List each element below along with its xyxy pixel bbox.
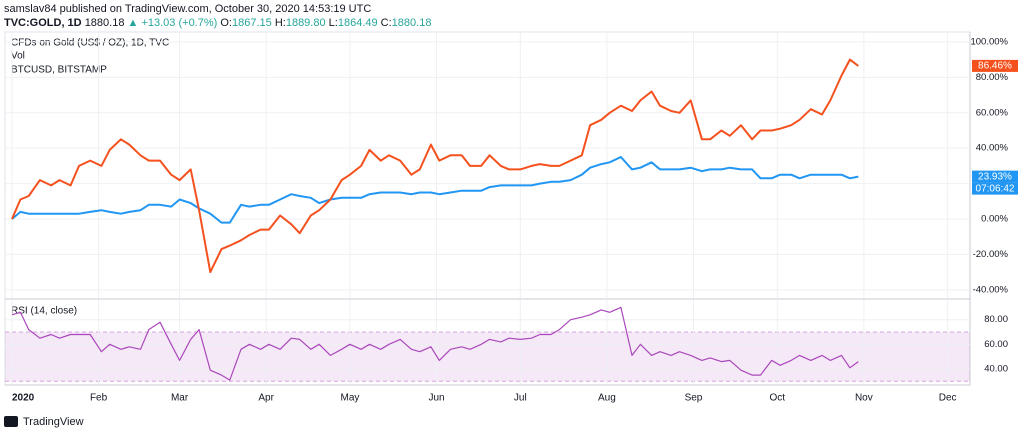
x-tick-label: Dec [939,393,957,404]
ohlc-label: L: [328,17,338,29]
ohlc-value: 1880.18 [391,17,432,29]
x-tick-label: May [340,393,359,404]
series-line [11,306,859,381]
x-tick-label: Jun [428,393,444,404]
countdown-label: 07:06:42 [976,183,1015,194]
x-tick-label: Aug [598,393,616,404]
series-line [11,156,859,224]
countdown-badge [972,182,1018,195]
legend-btc: BTCUSD, BITSTAMP [11,65,107,76]
legend-vol: Vol [11,51,25,62]
y-tick-label: 80.00% [976,72,1009,83]
last-value-label: 23.93% [978,171,1012,182]
y-tick-label: 80.00 [984,314,1008,325]
x-tick-label: Feb [90,393,108,404]
publisher: samslav84 published on TradingView.com, … [4,3,372,15]
symbol: TVC:GOLD, 1D [4,17,82,29]
tradingview-logo: TradingView [4,416,84,428]
x-tick-label: Mar [171,393,189,404]
series-line [11,58,859,274]
ohlc-label: H: [274,17,286,29]
ohlc-label: O: [220,17,232,29]
change-arrow: ▲ [127,17,139,29]
y-tick-label: -20.00% [973,249,1009,260]
x-tick-label: Jul [514,393,527,404]
ohlc-label: C: [380,17,392,29]
y-tick-label: 100.00% [970,36,1008,47]
ohlc-value: 1867.15 [232,17,272,29]
x-tick-label: Sep [685,393,703,404]
header: samslav84 published on TradingView.com, … [4,2,431,30]
y-tick-label: 60.00% [976,107,1009,118]
y-tick-label: 0.00% [981,214,1008,225]
change: +13.03 (+0.7%) [141,17,218,29]
y-tick-label: 40.00 [984,364,1008,375]
ohlc-value: 1864.49 [337,17,378,29]
ohlc: O:1867.15 H:1889.80 L:1864.49 C:1880.18 [220,17,431,29]
last-price: 1880.18 [84,17,125,29]
y-tick-label: 40.00% [976,143,1009,154]
last-value-label: 86.46% [978,61,1012,72]
x-tick-label: Oct [769,393,785,404]
legend-gold: CFDs on Gold (US$ / OZ), 1D, TVC [11,38,169,49]
ohlc-value: 1889.80 [285,17,326,29]
rsi-title: RSI (14, close) [11,306,77,317]
x-tick-label: Apr [258,393,274,404]
y-tick-label: 60.00 [984,339,1008,350]
last-value-badge [972,59,1018,72]
symbol-line: TVC:GOLD, 1D 1880.18 ▲ +13.03 (+0.7%) O:… [4,16,431,30]
footer-brand: TradingView [23,416,84,428]
x-tick-label: 2020 [12,393,35,404]
last-value-badge [972,170,1018,183]
y-tick-label: -40.00% [973,284,1009,295]
x-tick-label: Nov [855,393,873,404]
